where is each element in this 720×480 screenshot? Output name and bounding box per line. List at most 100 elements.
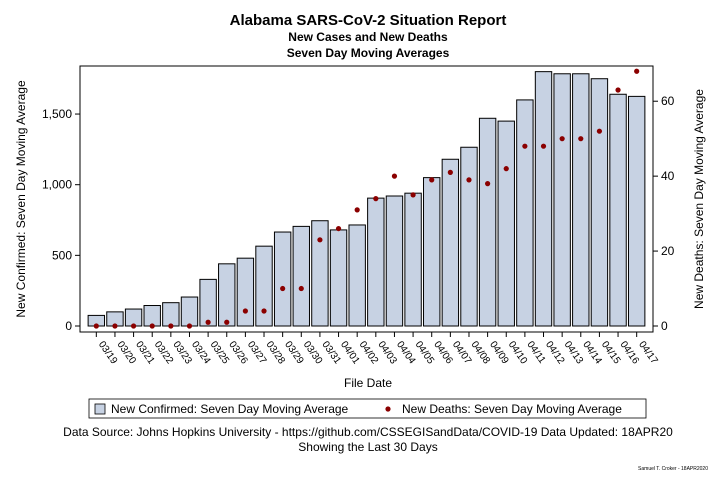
y-right-tick-label: 60 — [661, 94, 675, 108]
y-axis-right: 0 20 40 60 — [653, 94, 675, 333]
x-tick-label: 04/14 — [580, 339, 604, 366]
death-point — [634, 68, 640, 74]
bar — [572, 73, 590, 327]
death-point — [410, 192, 416, 198]
legend-bar-swatch — [94, 403, 106, 415]
x-tick-label: 03/27 — [245, 339, 269, 366]
x-tick-label: 03/23 — [170, 339, 194, 366]
x-tick-label: 03/31 — [319, 339, 343, 366]
x-tick-label: 03/21 — [133, 339, 157, 366]
death-point — [335, 225, 342, 232]
x-tick-label: 04/10 — [506, 339, 530, 366]
y-left-tick-label: 1,000 — [42, 178, 72, 192]
x-tick-label: 03/20 — [114, 339, 138, 366]
death-point — [298, 285, 304, 292]
legend-bar-label: New Confirmed: Seven Day Moving Average — [111, 402, 349, 416]
death-point — [503, 166, 509, 172]
dot-series — [93, 68, 640, 329]
footer-showing: Showing the Last 30 Days — [298, 440, 437, 454]
bar — [199, 278, 217, 327]
x-tick-label: 03/24 — [189, 339, 213, 366]
chart-subtitle-2: Seven Day Moving Averages — [287, 46, 450, 60]
death-point — [261, 308, 267, 314]
x-tick-label: 04/04 — [394, 339, 418, 366]
x-tick-label: 04/02 — [357, 339, 381, 366]
death-point — [205, 319, 211, 325]
chart-subtitle-1: New Cases and New Deaths — [288, 30, 448, 44]
bar — [236, 257, 255, 327]
death-point — [93, 323, 99, 329]
footer-author: Samuel T. Croker - 18APR2020 — [638, 466, 708, 472]
bar — [516, 99, 534, 327]
death-point — [224, 319, 230, 325]
death-point — [391, 173, 398, 179]
bar — [534, 71, 553, 327]
x-tick-label: 04/11 — [524, 339, 547, 366]
x-tick-label: 04/08 — [469, 339, 493, 366]
death-point — [485, 181, 491, 187]
bar — [180, 296, 199, 327]
x-tick-label: 04/06 — [431, 339, 455, 366]
bar — [367, 197, 385, 327]
death-point — [130, 323, 137, 329]
death-point — [559, 136, 565, 142]
bar — [423, 177, 441, 327]
legend-dot-label: New Deaths: Seven Day Moving Average — [402, 402, 622, 416]
death-point — [280, 285, 286, 292]
death-point — [186, 323, 193, 329]
bar — [385, 195, 404, 327]
legend-dot-swatch — [385, 406, 391, 412]
x-axis: 03/1903/2003/2103/2203/2303/2403/2503/26… — [95, 332, 660, 367]
x-tick-label: 04/09 — [487, 339, 511, 366]
death-point — [429, 177, 435, 183]
y-right-tick-label: 0 — [661, 319, 668, 333]
death-point — [615, 87, 621, 93]
x-tick-label: 04/15 — [599, 339, 623, 366]
legend-frame — [88, 398, 647, 419]
bar — [273, 231, 292, 327]
bar — [292, 225, 310, 327]
bar — [255, 245, 273, 327]
death-point — [540, 143, 547, 149]
x-tick-label: 04/17 — [636, 339, 660, 366]
x-tick-label: 03/29 — [282, 339, 306, 366]
bar — [311, 220, 329, 327]
y-left-tick-label: 0 — [65, 319, 72, 333]
death-point — [168, 323, 174, 329]
y-axis-right-label: New Deaths: Seven Day Moving Average — [692, 89, 706, 309]
bar — [348, 224, 366, 327]
bar — [609, 93, 627, 327]
death-point — [149, 323, 155, 329]
bar — [441, 158, 460, 327]
death-point — [373, 196, 379, 202]
x-tick-label: 03/26 — [226, 339, 250, 366]
bar — [218, 263, 236, 327]
y-right-tick-label: 20 — [661, 244, 675, 258]
x-tick-label: 03/19 — [96, 339, 120, 366]
bar — [329, 229, 348, 327]
x-tick-label: 04/03 — [375, 339, 399, 366]
x-tick-label: 03/28 — [264, 339, 288, 366]
y-axis-left-label: New Confirmed: Seven Day Moving Average — [14, 80, 28, 318]
death-point — [317, 237, 323, 243]
bar — [478, 117, 497, 327]
death-point — [354, 207, 360, 213]
y-right-tick-label: 40 — [661, 169, 675, 183]
bar — [162, 302, 180, 327]
x-tick-label: 03/22 — [152, 339, 176, 366]
death-point — [466, 177, 472, 183]
x-tick-label: 04/16 — [618, 339, 642, 366]
bar — [460, 146, 478, 327]
bar-series — [87, 71, 646, 327]
bar — [143, 305, 161, 327]
footer-source: Data Source: Johns Hopkins University - … — [63, 425, 673, 439]
x-tick-label: 04/01 — [338, 339, 362, 366]
x-tick-label: 04/05 — [413, 339, 437, 366]
death-point — [242, 308, 248, 314]
x-tick-label: 04/13 — [562, 339, 586, 366]
bar — [497, 120, 515, 327]
death-point — [112, 323, 118, 329]
death-point — [447, 169, 453, 175]
x-tick-label: 04/12 — [543, 339, 567, 366]
